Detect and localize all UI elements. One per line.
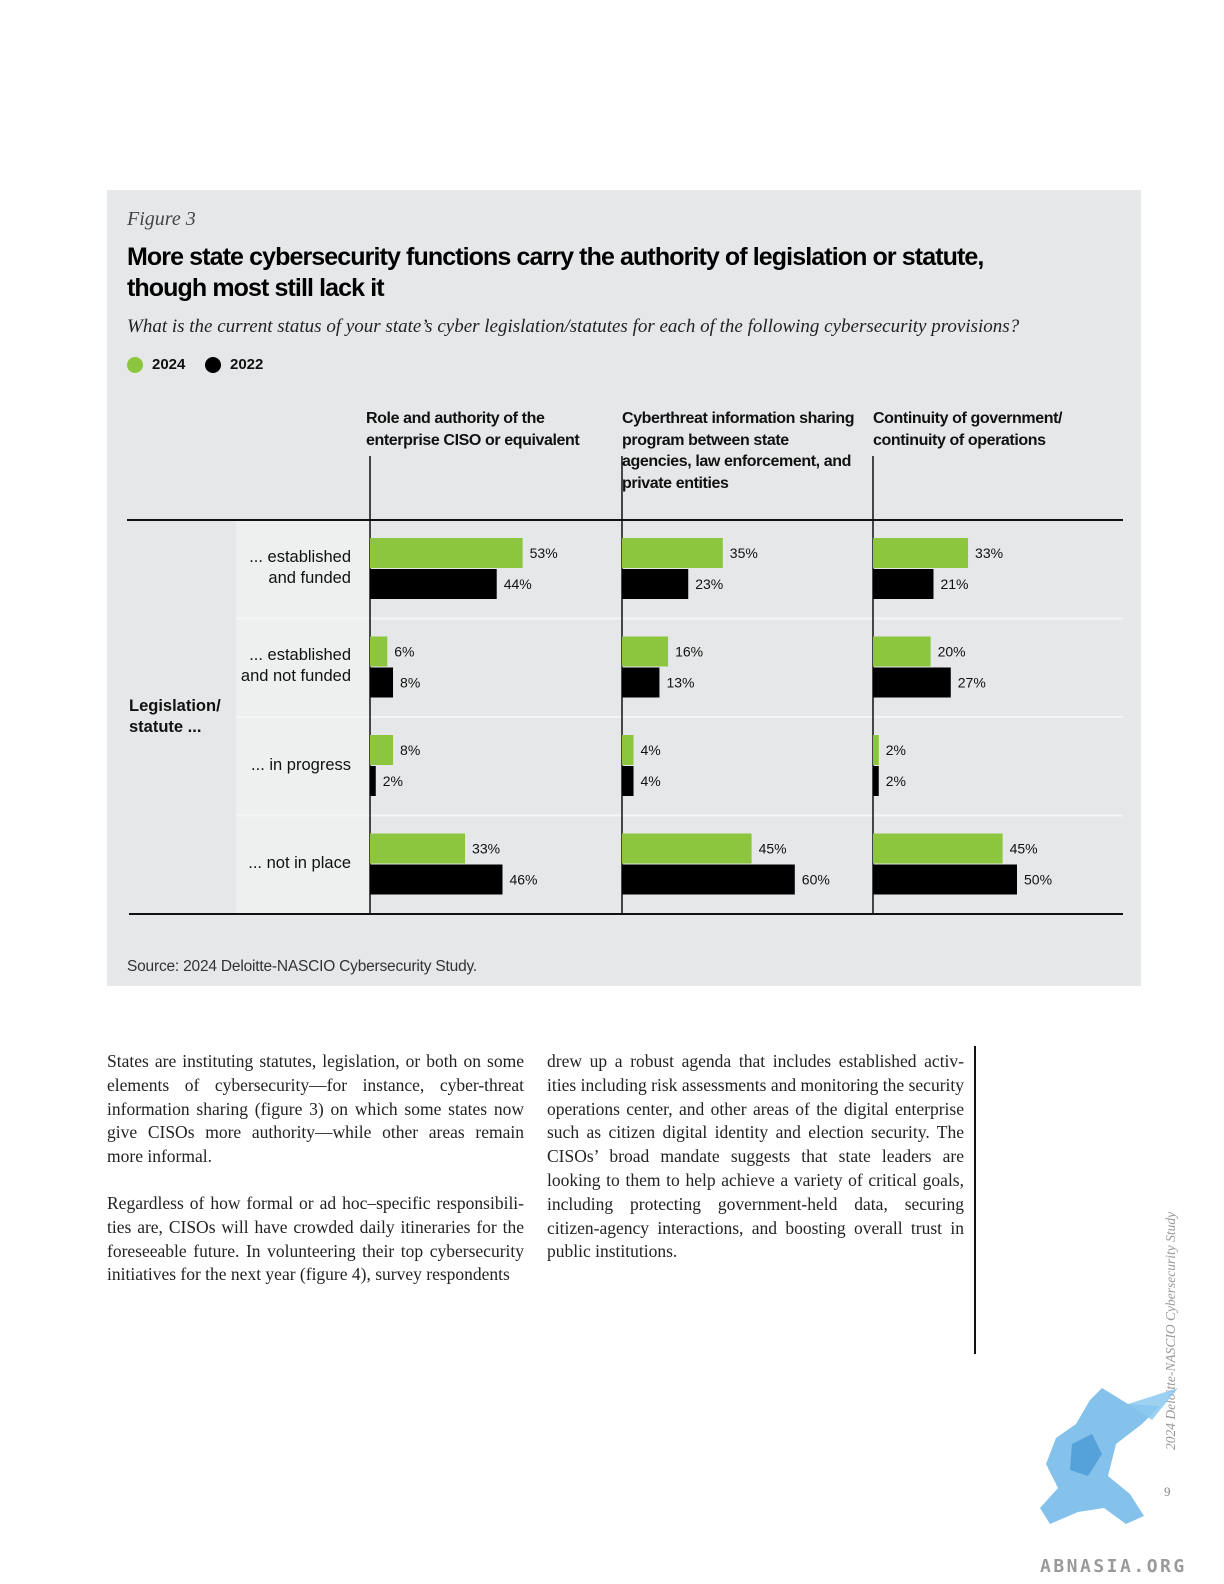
bar-2022	[622, 766, 634, 796]
bar-value-label: 6%	[394, 644, 414, 660]
bar-2022	[370, 569, 497, 599]
bar-2022	[873, 864, 1017, 895]
legend-dot-2024	[127, 356, 143, 373]
figure-label: Figure 3	[127, 208, 196, 230]
bar-2022	[873, 569, 934, 599]
bar-2024	[622, 538, 723, 568]
body-paragraph: Regardless of how formal or ad hoc–speci…	[107, 1192, 524, 1285]
bar-2024	[622, 636, 669, 667]
body-paragraph: States are instituting statutes, legisla…	[107, 1051, 524, 1167]
bar-2024	[622, 735, 634, 765]
bar-value-label: 45%	[759, 841, 787, 857]
bar-2022	[370, 864, 503, 895]
bar-value-label: 45%	[1010, 841, 1038, 857]
legend-label-2024: 2024	[152, 356, 186, 373]
row-group-label: Legislation/ statute ...	[129, 697, 221, 736]
panel-title-continuity: Continuity of government/ continuity of …	[873, 410, 1063, 449]
bar-2022	[370, 766, 376, 796]
bar-value-label: 44%	[504, 576, 532, 592]
bar-2024	[370, 833, 466, 864]
bar-2022	[370, 667, 394, 698]
bar-2024	[873, 636, 931, 667]
bar-2024	[873, 735, 879, 765]
bar-2024	[622, 833, 752, 864]
legend-label-2022: 2022	[230, 356, 264, 373]
figure-title: More state cybersecurity functions carry…	[127, 243, 984, 302]
row-label-in-progress: ... in progress	[251, 756, 351, 774]
figure-subtitle: What is the current status of your state…	[127, 316, 1020, 337]
figure-source: Source: 2024 Deloitte-NASCIO Cybersecuri…	[127, 958, 478, 975]
column-rule	[974, 1046, 976, 1354]
griffin-logo	[1040, 1388, 1178, 1524]
panel-title-ciso: Role and authority of the enterprise CIS…	[366, 410, 580, 449]
bar-value-label: 35%	[730, 545, 758, 561]
bar-2022	[622, 667, 660, 698]
bar-value-label: 46%	[509, 872, 537, 888]
bar-value-label: 16%	[675, 644, 703, 660]
bar-2024	[370, 538, 523, 568]
figure-panel: Figure 3 More state cybersecurity functi…	[107, 190, 1141, 986]
bar-2022	[873, 766, 879, 796]
bar-2024	[370, 636, 388, 667]
row-label-not-in-place: ... not in place	[248, 854, 351, 872]
bar-value-label: 8%	[400, 742, 420, 758]
bar-value-label: 23%	[695, 576, 723, 592]
panel-title-threat-sharing: Cyberthreat information sharing program …	[622, 410, 855, 492]
body-column-right: drew up a robust agenda that includes es…	[547, 1050, 964, 1287]
page-number: 9	[1164, 1484, 1171, 1499]
bar-value-label: 33%	[472, 841, 500, 857]
bar-value-label: 4%	[641, 742, 661, 758]
bar-2022	[622, 569, 689, 599]
bar-value-label: 8%	[400, 675, 420, 691]
bar-value-label: 53%	[530, 545, 558, 561]
bar-2024	[370, 735, 394, 765]
bar-value-label: 27%	[958, 675, 986, 691]
row-label-established-not-funded: ... established and not funded	[240, 646, 351, 685]
legend-item-2022: 2022	[205, 356, 263, 373]
bar-value-label: 60%	[802, 872, 830, 888]
legend-item-2024: 2024	[127, 356, 185, 373]
bar-2022	[622, 864, 795, 895]
bar-value-label: 20%	[938, 644, 966, 660]
bar-value-label: 21%	[940, 576, 968, 592]
watermark-text: ABNASIA.ORG	[1040, 1556, 1187, 1577]
bar-value-label: 50%	[1024, 872, 1052, 888]
body-column-left: States are instituting statutes, legisla…	[107, 1050, 524, 1310]
bar-2022	[873, 667, 951, 698]
bar-value-label: 2%	[383, 773, 403, 789]
legend-dot-2022	[205, 356, 221, 373]
row-label-established-funded: ... established and funded	[249, 548, 351, 587]
bar-chart: 53% 6% 8% 33% 44% 8% 2% 46% 35% 16% 4% 45% 23% 13% 4% 6…	[127, 456, 1123, 915]
bar-value-label: 33%	[975, 545, 1003, 561]
bar-value-label: 2%	[886, 773, 906, 789]
bar-2024	[873, 538, 969, 568]
bar-value-label: 4%	[641, 773, 661, 789]
bar-value-label: 2%	[886, 742, 906, 758]
bar-value-label: 13%	[666, 675, 694, 691]
bar-2024	[873, 833, 1003, 864]
body-paragraph: drew up a robust agenda that includes es…	[547, 1051, 964, 1262]
